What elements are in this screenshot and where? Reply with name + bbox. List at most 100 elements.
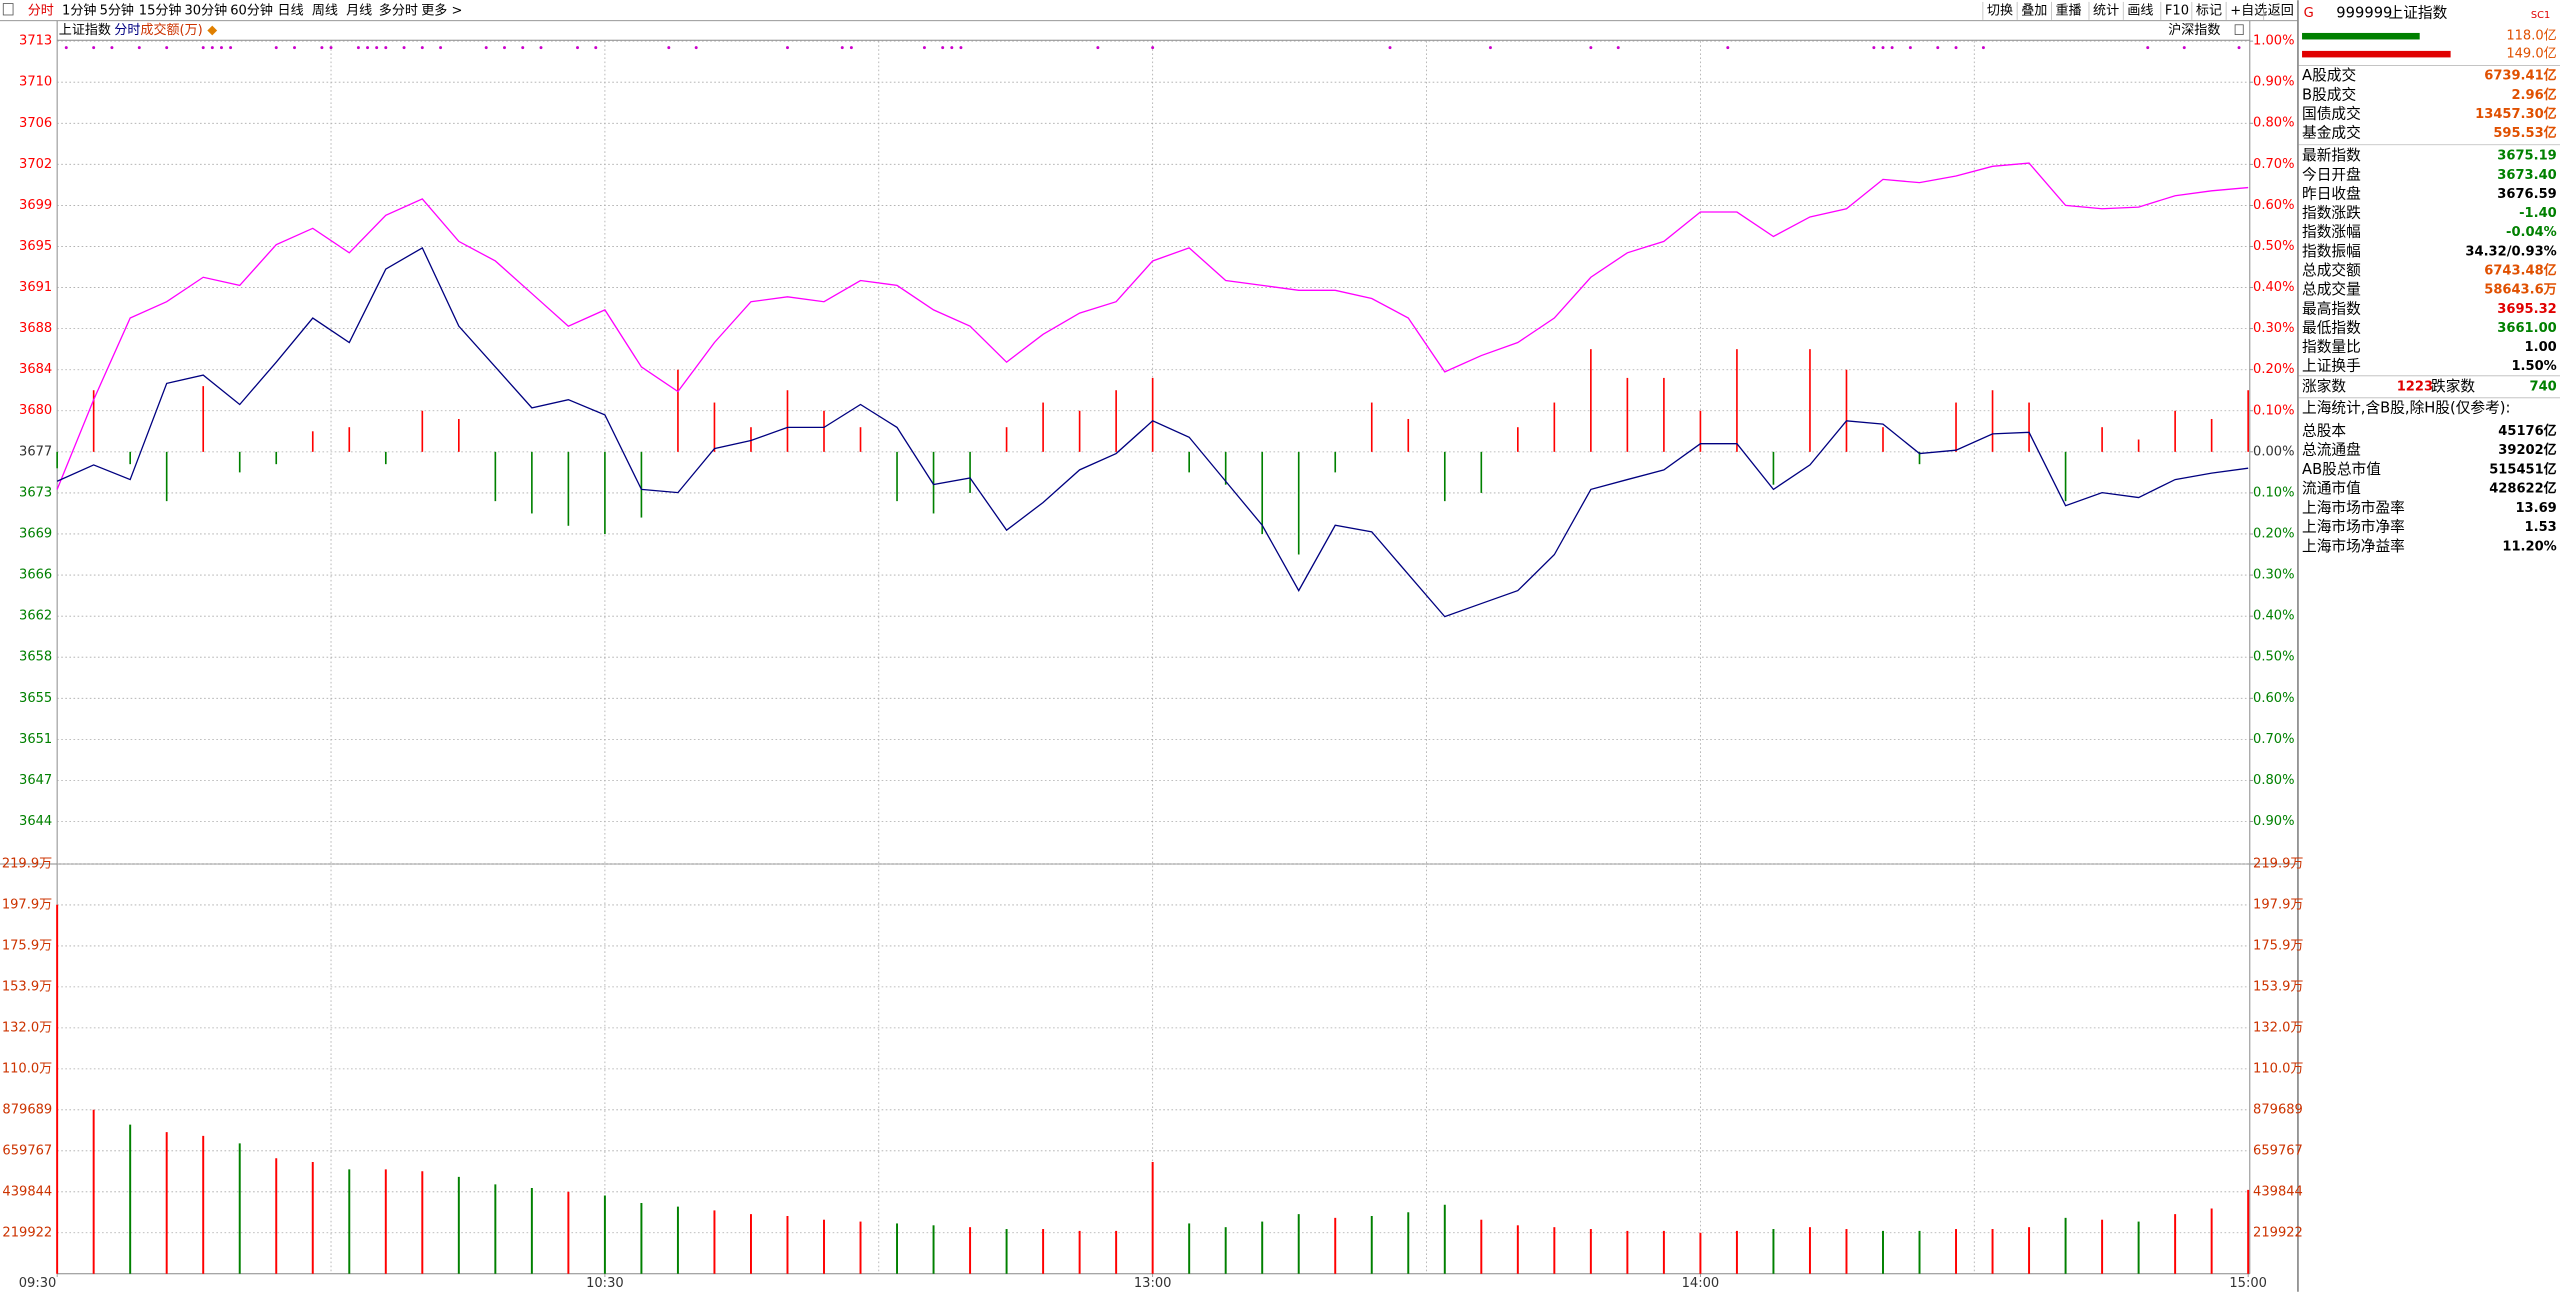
x-tick-label: 13:00 — [1134, 1276, 1172, 1291]
signal-marker — [2237, 46, 2241, 50]
toolbar-tab[interactable]: 分时 — [28, 3, 54, 18]
row-value: 428622亿 — [2489, 481, 2557, 497]
row-value: 45176亿 — [2498, 423, 2556, 439]
y-tick-label: 3669 — [19, 526, 52, 541]
row-label: 总成交量 — [2302, 280, 2361, 298]
y-tick-label: 3655 — [19, 691, 52, 706]
y-tick-label: 3651 — [19, 732, 52, 747]
row-label: 最高指数 — [2302, 300, 2361, 317]
row-value: 3673.40 — [2497, 168, 2556, 183]
row-label: A股成交 — [2302, 66, 2356, 84]
toolbar-button[interactable]: 标记 — [2196, 3, 2222, 18]
y2-tick-label: 0.70% — [2253, 157, 2294, 172]
y2-tick-label: 0.80% — [2253, 773, 2294, 788]
y-tick-label: 3647 — [19, 773, 52, 788]
signal-marker — [941, 46, 945, 50]
y-tick-label: 3695 — [19, 239, 52, 254]
toolbar-tab[interactable]: 30分钟 — [184, 2, 227, 18]
y-tick-label: 3684 — [19, 362, 52, 377]
signal-marker — [274, 46, 278, 50]
signal-marker — [922, 46, 926, 50]
y-tick-label: 3677 — [19, 444, 52, 459]
toolbar-tab[interactable]: 15分钟 — [139, 2, 182, 18]
compare-legend: 沪深指数 — [2168, 22, 2220, 38]
signal-marker — [220, 46, 223, 50]
toolbar-button[interactable]: +自选 — [2230, 3, 2267, 18]
toolbar-button[interactable]: 画线 — [2127, 3, 2153, 18]
y2-tick-label: 0.30% — [2253, 568, 2294, 583]
signal-marker — [1908, 46, 1912, 50]
row-value: 2.96亿 — [2511, 87, 2556, 103]
y2-tick-label: 0.90% — [2253, 814, 2294, 829]
toolbar-tab[interactable]: 月线 — [346, 3, 372, 18]
signal-marker — [64, 46, 68, 50]
row-value: 58643.6万 — [2484, 283, 2556, 298]
y-tick-label: 3666 — [19, 568, 52, 583]
row-value: 39202亿 — [2498, 442, 2556, 458]
y-tick-label: 3699 — [19, 198, 52, 213]
toolbar-tab[interactable]: 60分钟 — [230, 2, 273, 18]
signal-marker — [503, 46, 506, 50]
signal-marker — [375, 46, 379, 50]
toolbar-button[interactable]: 重播 — [2056, 2, 2082, 18]
signal-marker — [384, 46, 388, 50]
toolbar-button[interactable]: 叠加 — [2021, 3, 2047, 18]
x-tick-label: 10:30 — [586, 1276, 624, 1291]
volume-tick-label: 659767 — [2, 1143, 52, 1158]
signal-marker — [576, 46, 579, 50]
volume-tick-label: 219922 — [2, 1225, 52, 1240]
breadth-label: 跌家数 — [2431, 378, 2475, 395]
signal-marker — [1388, 46, 1392, 50]
y2-tick-label: 0.10% — [2253, 485, 2294, 500]
breadth-label: 涨家数 — [2302, 378, 2346, 395]
volume-tick-label: 132.0万 — [2253, 1020, 2303, 1035]
volume-tick-label: 439844 — [2, 1184, 52, 1199]
signal-marker — [92, 46, 96, 50]
signal-marker — [1936, 46, 1940, 50]
y-tick-label: 3713 — [19, 34, 52, 49]
panel-name: 上证指数 — [2389, 4, 2448, 21]
row-label: 今日开盘 — [2302, 165, 2361, 183]
signal-marker — [786, 46, 789, 50]
y2-tick-label: 0.10% — [2253, 403, 2294, 418]
toolbar-tab[interactable]: 更多 > — [421, 2, 462, 18]
toolbar-button[interactable]: F10 — [2165, 3, 2189, 18]
row-value: 13.69 — [2515, 501, 2556, 516]
toolbar-tab[interactable]: 5分钟 — [100, 2, 134, 18]
volume-tick-label: 197.9万 — [2253, 897, 2303, 912]
signal-marker — [1726, 46, 1730, 50]
toolbar-tab[interactable]: 周线 — [312, 3, 338, 18]
signal-marker — [201, 46, 205, 50]
x-tick-label: 09:30 — [19, 1276, 57, 1291]
y2-tick-label: 0.80% — [2253, 116, 2294, 131]
y-tick-label: 3644 — [19, 814, 52, 829]
toolbar-button[interactable]: 切换 — [1987, 3, 2013, 18]
y2-tick-label: 0.60% — [2253, 691, 2294, 706]
signal-marker — [694, 46, 698, 50]
row-value: 3675.19 — [2497, 149, 2556, 164]
signal-marker — [293, 46, 296, 50]
mode-label: 分时 — [114, 23, 140, 38]
y-tick-label: 3710 — [19, 75, 52, 90]
toolbar-button[interactable]: 统计 — [2093, 3, 2119, 18]
series-legend: 上证指数 — [59, 23, 111, 38]
panel-code: 999999 — [2336, 4, 2392, 21]
row-value: 6739.41亿 — [2484, 68, 2556, 84]
row-value: 34.32/0.93% — [2465, 244, 2556, 259]
toolbar-button[interactable]: 返回 — [2268, 3, 2294, 18]
signal-marker — [1954, 46, 1958, 50]
toolbar-tab[interactable]: 多分时 — [379, 2, 418, 18]
toolbar-tab[interactable]: 日线 — [278, 3, 304, 18]
y2-tick-label: 1.00% — [2253, 34, 2294, 49]
menu-toggle[interactable] — [2, 3, 14, 16]
row-label: 总成交额 — [2302, 261, 2361, 279]
signal-marker — [420, 46, 424, 50]
signal-marker — [366, 46, 370, 50]
compare-toggle[interactable] — [2234, 24, 2244, 35]
y2-tick-label: 0.90% — [2253, 75, 2294, 90]
toolbar-tab[interactable]: 1分钟 — [62, 2, 96, 18]
signal-marker — [849, 46, 853, 50]
volume-tick-label: 175.9万 — [2, 938, 52, 953]
row-value: 515451亿 — [2489, 461, 2557, 477]
